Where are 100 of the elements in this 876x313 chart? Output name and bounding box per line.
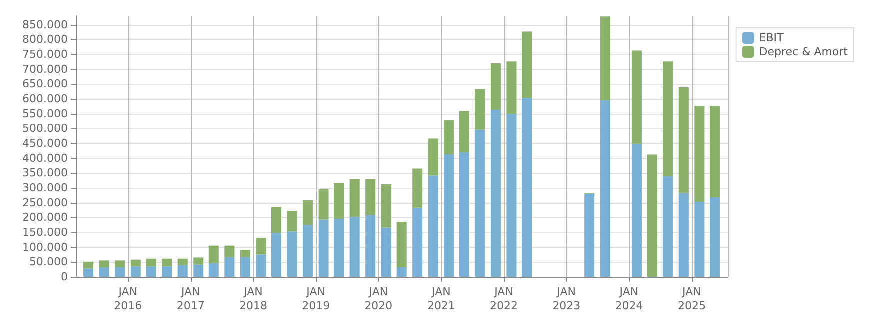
- bar: [178, 265, 188, 277]
- bar: [412, 168, 423, 208]
- x-tick-label: JAN 2020: [364, 286, 393, 312]
- bar: [350, 217, 360, 277]
- x-tick-label: JAN 2017: [176, 286, 205, 312]
- bar: [130, 260, 141, 267]
- bar: [178, 258, 188, 266]
- bar: [522, 32, 532, 98]
- bar: [459, 152, 470, 277]
- y-tick-label: 100.000: [22, 240, 68, 254]
- bar: [412, 208, 423, 277]
- bar: [678, 193, 689, 277]
- y-tick-label: 400.000: [22, 152, 68, 165]
- bar: [146, 258, 156, 267]
- y-tick-label: 500.000: [22, 122, 68, 136]
- bar: [256, 254, 266, 277]
- bar: [647, 154, 658, 277]
- y-tick-label: 150.000: [22, 226, 68, 240]
- y-tick-label: 650.000: [22, 78, 68, 91]
- x-tick-label: JAN 2024: [615, 286, 644, 312]
- bar: [224, 257, 235, 277]
- y-tick-label: 700.000: [22, 62, 68, 76]
- legend-label: EBIT: [759, 32, 784, 44]
- bar: [600, 16, 610, 100]
- bar: [208, 246, 219, 264]
- bar: [162, 258, 172, 267]
- bar: [303, 225, 314, 277]
- bar: [115, 260, 126, 268]
- bar: [208, 263, 219, 277]
- bar: [632, 50, 642, 144]
- bar: [303, 200, 314, 226]
- y-tick-label: 600.000: [22, 92, 68, 106]
- bar: [115, 268, 126, 277]
- bar: [318, 190, 329, 220]
- bar: [350, 179, 360, 218]
- x-tick-label: JAN 2019: [302, 286, 330, 312]
- y-tick-label: 50.000: [30, 256, 68, 269]
- bar: [600, 100, 610, 277]
- bar: [444, 154, 454, 277]
- bar: [99, 260, 110, 268]
- bar: [84, 268, 94, 277]
- bar: [678, 87, 689, 194]
- bar: [381, 228, 392, 277]
- bar: [256, 238, 266, 255]
- bar: [663, 62, 674, 176]
- y-tick-label: 850.000: [22, 18, 68, 32]
- x-tick-label: JAN 2018: [240, 286, 268, 312]
- bar: [396, 268, 407, 277]
- bar: [475, 89, 486, 130]
- bar: [694, 106, 705, 202]
- bar: [287, 211, 298, 232]
- x-tick-label: JAN 2021: [427, 286, 456, 312]
- bar: [475, 130, 486, 277]
- bar: [84, 262, 94, 269]
- y-tick-label: 200.000: [22, 211, 68, 224]
- bar: [366, 215, 376, 277]
- bar: [381, 184, 392, 228]
- bar: [396, 222, 407, 268]
- bar: [224, 246, 235, 258]
- bar: [522, 98, 532, 277]
- y-tick-label: 300.000: [22, 182, 68, 195]
- x-tick-label: JAN 2022: [490, 286, 518, 312]
- y-tick-label: 750.000: [22, 48, 68, 62]
- bar: [130, 266, 141, 277]
- bar: [490, 63, 501, 110]
- bar: [287, 232, 298, 277]
- y-tick-label: 800.000: [22, 33, 68, 46]
- bar: [584, 194, 595, 277]
- bar: [663, 176, 674, 277]
- bar: [194, 264, 204, 277]
- bar: [146, 266, 156, 277]
- x-tick-label: JAN 2016: [114, 286, 142, 312]
- bar: [240, 250, 250, 258]
- y-tick-label: 350.000: [22, 166, 68, 180]
- bar: [240, 257, 250, 277]
- bar: [694, 202, 705, 277]
- bar: [194, 258, 204, 265]
- x-tick-label: JAN 2025: [678, 286, 706, 312]
- y-tick-label: 0: [61, 270, 68, 284]
- bar: [428, 176, 438, 277]
- bar: [632, 144, 642, 277]
- bar: [444, 120, 454, 155]
- bar: [334, 183, 344, 220]
- bar: [490, 110, 501, 277]
- y-tick-label: 550.000: [22, 107, 68, 120]
- bar: [271, 207, 282, 234]
- bar: [710, 198, 720, 277]
- x-tick-label: JAN 2023: [552, 286, 581, 312]
- bar: [506, 114, 517, 277]
- y-tick-label: 250.000: [22, 196, 68, 210]
- bar: [334, 219, 344, 277]
- bar: [428, 138, 438, 176]
- bar: [506, 62, 517, 114]
- bar: [99, 268, 110, 277]
- y-tick-label: 450.000: [22, 137, 68, 150]
- bar: [366, 179, 376, 216]
- bar: [318, 220, 329, 277]
- bar: [162, 266, 172, 277]
- bar: [710, 106, 720, 198]
- legend-label: Deprec & Amort: [759, 46, 849, 58]
